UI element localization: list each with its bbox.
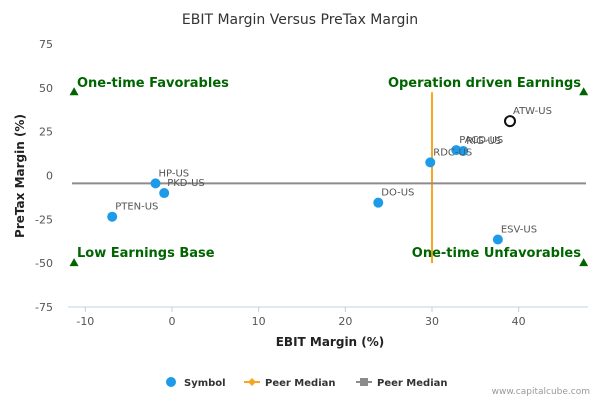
data-point bbox=[492, 234, 503, 245]
data-point bbox=[458, 145, 469, 156]
legend: Symbol Peer Median Peer Median bbox=[166, 377, 448, 389]
data-label: ESV-US bbox=[501, 224, 537, 235]
y-tick-label: -50 bbox=[35, 257, 53, 270]
data-label: DO-US bbox=[381, 188, 414, 199]
x-tick-label: 20 bbox=[338, 315, 352, 328]
quadrant-label-top-left: One-time Favorables bbox=[77, 76, 229, 91]
x-tick-label: -10 bbox=[76, 315, 94, 328]
y-axis: -75 -50 -25 0 25 50 75 bbox=[35, 38, 53, 314]
quadrant-marker-triangle bbox=[579, 87, 589, 96]
legend-peer-median-ebit-marker bbox=[248, 378, 256, 386]
legend-peer-median-ebit-label: Peer Median bbox=[265, 378, 336, 389]
chart-title: EBIT Margin Versus PreTax Margin bbox=[182, 12, 418, 28]
x-tick-label: 40 bbox=[512, 315, 526, 328]
data-label: PACD-US bbox=[459, 135, 503, 146]
data-point bbox=[504, 115, 516, 128]
quadrant-marker-triangle bbox=[69, 87, 79, 96]
data-label: RIG-US bbox=[466, 136, 501, 147]
data-point bbox=[107, 211, 118, 222]
quadrant-labels: One-time Favorables Operation driven Earn… bbox=[69, 76, 589, 267]
quadrant-label-top-right: Operation driven Earnings bbox=[388, 76, 581, 91]
x-axis: -10 0 10 20 30 40 bbox=[68, 306, 588, 328]
data-point bbox=[373, 197, 384, 208]
data-label: RDC-US bbox=[433, 147, 472, 158]
legend-symbol-label: Symbol bbox=[184, 378, 226, 389]
y-tick-label: 0 bbox=[46, 170, 53, 183]
legend-symbol-marker bbox=[166, 377, 176, 387]
data-point bbox=[150, 178, 161, 189]
quadrant-label-bottom-left: Low Earnings Base bbox=[77, 246, 215, 261]
data-label: PTEN-US bbox=[115, 202, 158, 213]
quadrant-marker-triangle bbox=[579, 258, 589, 267]
x-axis-title: EBIT Margin (%) bbox=[276, 335, 385, 349]
y-tick-label: 50 bbox=[39, 82, 53, 95]
x-tick-label: 0 bbox=[169, 315, 176, 328]
data-label: HP-US bbox=[159, 168, 190, 179]
y-tick-label: 75 bbox=[39, 38, 53, 51]
data-point bbox=[159, 188, 170, 199]
x-tick-label: 30 bbox=[425, 315, 439, 328]
legend-peer-median-pretax-marker bbox=[360, 378, 368, 386]
data-label: PKD-US bbox=[167, 178, 205, 189]
quadrant-label-bottom-right: One-time Unfavorables bbox=[412, 246, 581, 261]
y-tick-label: -25 bbox=[35, 213, 53, 226]
data-label: ATW-US bbox=[513, 106, 552, 117]
y-axis-title: PreTax Margin (%) bbox=[13, 114, 27, 238]
data-point bbox=[425, 157, 436, 168]
legend-peer-median-pretax-label: Peer Median bbox=[377, 378, 448, 389]
quadrant-marker-triangle bbox=[69, 258, 79, 267]
x-tick-label: 10 bbox=[252, 315, 266, 328]
watermark: www.capitalcube.com bbox=[492, 387, 590, 397]
y-tick-label: 25 bbox=[39, 126, 53, 139]
y-tick-label: -75 bbox=[35, 301, 53, 314]
